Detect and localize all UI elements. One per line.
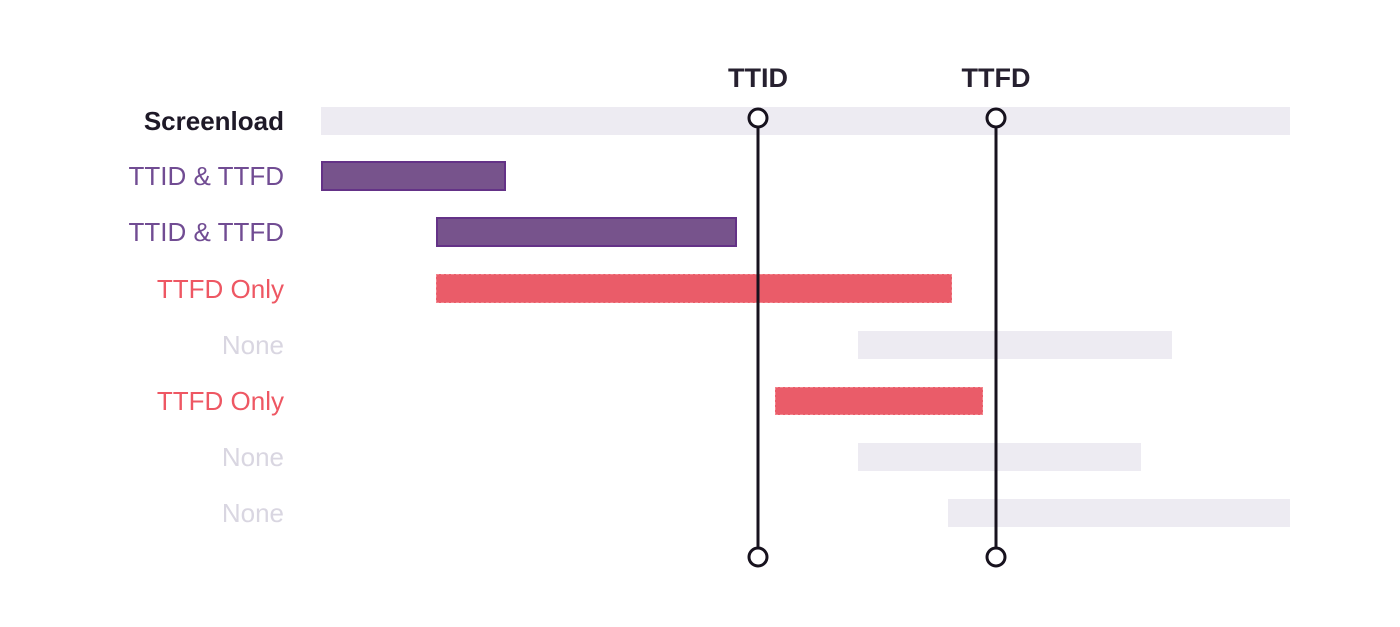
span-bar-none (858, 443, 1141, 471)
marker-circle-bottom-ttid (747, 546, 769, 568)
marker-label-ttfd: TTFD (961, 63, 1031, 93)
row-label-ttfd_only: TTFD Only (156, 273, 284, 304)
row-label-ttid_ttfd: TTID & TTFD (128, 217, 284, 247)
span-bar-none (948, 499, 1290, 527)
span-bar-ttfd_only (436, 274, 952, 303)
row-label-screenload: Screenload (143, 106, 284, 136)
row-label-ttfd_only: TTFD Only (156, 386, 284, 416)
marker-circle-top-ttid (747, 107, 769, 129)
row-label-none: None (221, 442, 284, 472)
span-bar-ttfd_only (775, 387, 983, 415)
row-label-none: None (221, 330, 284, 360)
marker-circle-top-ttfd (985, 107, 1007, 129)
row-label-none: None (221, 498, 284, 528)
span-bar-none (858, 331, 1172, 359)
span-bar-screenload (321, 107, 1290, 135)
marker-label-ttid: TTID (728, 63, 788, 93)
marker-line-ttfd (994, 128, 998, 547)
row-label-ttid_ttfd: TTID & TTFD (128, 161, 284, 191)
marker-circle-bottom-ttfd (985, 546, 1007, 568)
span-bar-ttid_ttfd (321, 161, 506, 191)
span-bar-ttid_ttfd (436, 217, 737, 247)
marker-line-ttid (756, 128, 760, 547)
